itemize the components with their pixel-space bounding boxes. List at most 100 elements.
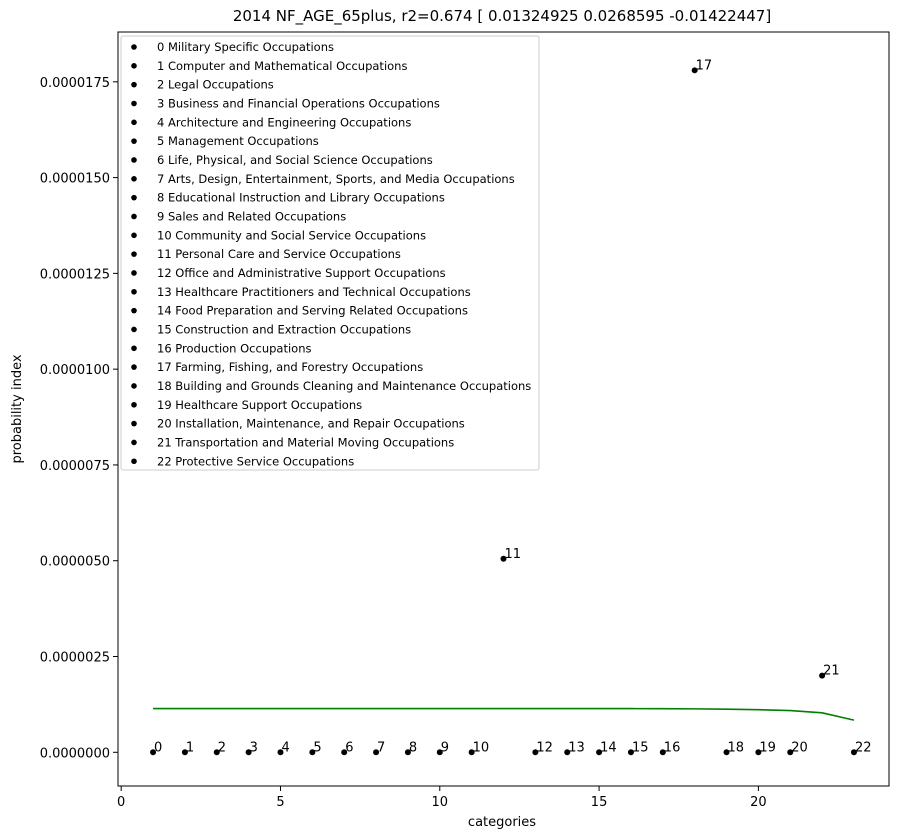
data-point <box>373 749 380 756</box>
data-point <box>245 749 252 756</box>
data-point-label: 21 <box>823 664 840 679</box>
data-point-label: 11 <box>505 547 522 562</box>
chart-title: 2014 NF_AGE_65plus, r2=0.674 [ 0.0132492… <box>233 7 771 26</box>
data-point <box>596 749 603 756</box>
data-point <box>755 749 762 756</box>
y-tick-label: 0.0000075 <box>40 459 110 474</box>
data-point-label: 7 <box>377 740 385 755</box>
data-point-label: 19 <box>759 740 776 755</box>
legend-marker <box>131 100 137 107</box>
legend-entry: 2 Legal Occupations <box>157 78 274 92</box>
data-point-label: 0 <box>154 740 162 755</box>
data-point-label: 16 <box>664 740 681 755</box>
data-point <box>404 749 411 756</box>
data-point <box>277 749 284 756</box>
y-tick-label: 0.0000025 <box>40 651 110 666</box>
data-point-label: 22 <box>855 740 872 755</box>
data-point-label: 20 <box>791 740 808 755</box>
data-point-label: 13 <box>568 740 585 755</box>
legend-marker <box>131 364 137 370</box>
legend: 0 Military Specific Occupations 1 Compute… <box>120 35 540 471</box>
y-tick-label: 0.0000125 <box>40 267 110 282</box>
legend-entry: 6 Life, Physical, and Social Science Occ… <box>157 153 433 167</box>
data-point-label: 5 <box>313 740 321 755</box>
y-axis-label: probability index <box>10 354 25 463</box>
data-point-label: 8 <box>409 740 417 755</box>
data-point <box>436 749 443 756</box>
legend-marker <box>131 439 137 446</box>
data-point <box>532 749 539 756</box>
axes-frame <box>117 31 890 787</box>
legend-marker <box>131 307 137 314</box>
data-point <box>564 749 571 756</box>
legend-entry: 16 Production Occupations <box>157 341 311 355</box>
data-point <box>150 749 157 756</box>
data-point <box>691 67 698 74</box>
legend-entry: 20 Installation, Maintenance, and Repair… <box>157 417 465 431</box>
y-tick-label: 0.0000175 <box>40 76 110 91</box>
data-point <box>309 749 316 756</box>
legend-entry: 18 Building and Grounds Cleaning and Mai… <box>157 379 531 393</box>
y-tick-label: 0.0000100 <box>40 363 110 378</box>
legend-entry: 15 Construction and Extraction Occupatio… <box>157 322 411 336</box>
legend-entry: 3 Business and Financial Operations Occu… <box>157 96 440 110</box>
legend-entry: 0 Military Specific Occupations <box>157 40 334 54</box>
legend-marker <box>131 157 137 163</box>
data-point <box>213 749 220 756</box>
legend-entry: 5 Management Occupations <box>157 134 319 148</box>
x-axis-label: categories <box>468 815 536 830</box>
data-point <box>850 749 857 756</box>
legend-box <box>120 35 540 471</box>
legend-entry: 10 Community and Social Service Occupati… <box>157 228 426 242</box>
legend-marker <box>131 194 137 201</box>
data-point <box>627 749 634 756</box>
legend-marker <box>131 288 137 295</box>
legend-entry: 4 Architecture and Engineering Occupatio… <box>157 115 411 129</box>
data-point <box>500 555 507 562</box>
legend-entry: 12 Office and Administrative Support Occ… <box>157 266 446 280</box>
data-point <box>819 672 826 679</box>
data-point-label: 2 <box>218 740 226 755</box>
legend-marker <box>131 44 137 50</box>
data-point-label: 14 <box>600 740 617 755</box>
x-tick-label: 15 <box>591 795 608 810</box>
data-point <box>659 749 666 756</box>
legend-marker <box>131 326 137 333</box>
y-axis: 0.0000000 0.0000025 0.0000050 0.0000075 0.00… <box>40 76 118 761</box>
y-tick-label: 0.0000150 <box>40 172 110 187</box>
x-tick-label: 10 <box>432 795 449 810</box>
legend-entry: 22 Protective Service Occupations <box>157 454 354 468</box>
legend-entry: 1 Computer and Mathematical Occupations <box>157 59 407 73</box>
data-point-label: 18 <box>728 740 745 755</box>
data-point-label: 9 <box>441 740 449 755</box>
legend-marker <box>131 458 137 465</box>
data-point <box>181 749 188 756</box>
data-point-label: 10 <box>473 740 490 755</box>
legend-marker <box>131 420 137 427</box>
data-point <box>341 749 348 756</box>
data-point-label: 15 <box>632 740 649 755</box>
legend-entry: 21 Transportation and Material Moving Oc… <box>157 435 454 449</box>
legend-marker <box>131 176 137 182</box>
legend-marker <box>131 251 137 257</box>
data-point <box>787 749 794 756</box>
data-point-label: 4 <box>281 740 289 755</box>
data-point-label: 6 <box>345 740 353 755</box>
x-tick-label: 20 <box>750 795 767 810</box>
legend-entry: 17 Farming, Fishing, and Forestry Occupa… <box>157 360 423 374</box>
legend-entry: 13 Healthcare Practitioners and Technica… <box>157 285 471 299</box>
legend-marker <box>131 270 137 276</box>
y-tick-label: 0.0000050 <box>40 555 110 570</box>
legend-marker <box>131 401 137 408</box>
x-tick-label: 5 <box>276 795 284 810</box>
data-point-label: 12 <box>536 740 553 755</box>
legend-marker <box>131 119 137 126</box>
legend-entry: 7 Arts, Design, Entertainment, Sports, a… <box>157 172 515 186</box>
legend-marker <box>131 138 137 144</box>
plot-area: 0 5 10 15 20 0.00000000.00000250.00000500.00… <box>40 31 890 810</box>
legend-marker <box>131 345 137 352</box>
data-point-label: 17 <box>696 58 713 73</box>
legend-marker <box>131 63 137 69</box>
